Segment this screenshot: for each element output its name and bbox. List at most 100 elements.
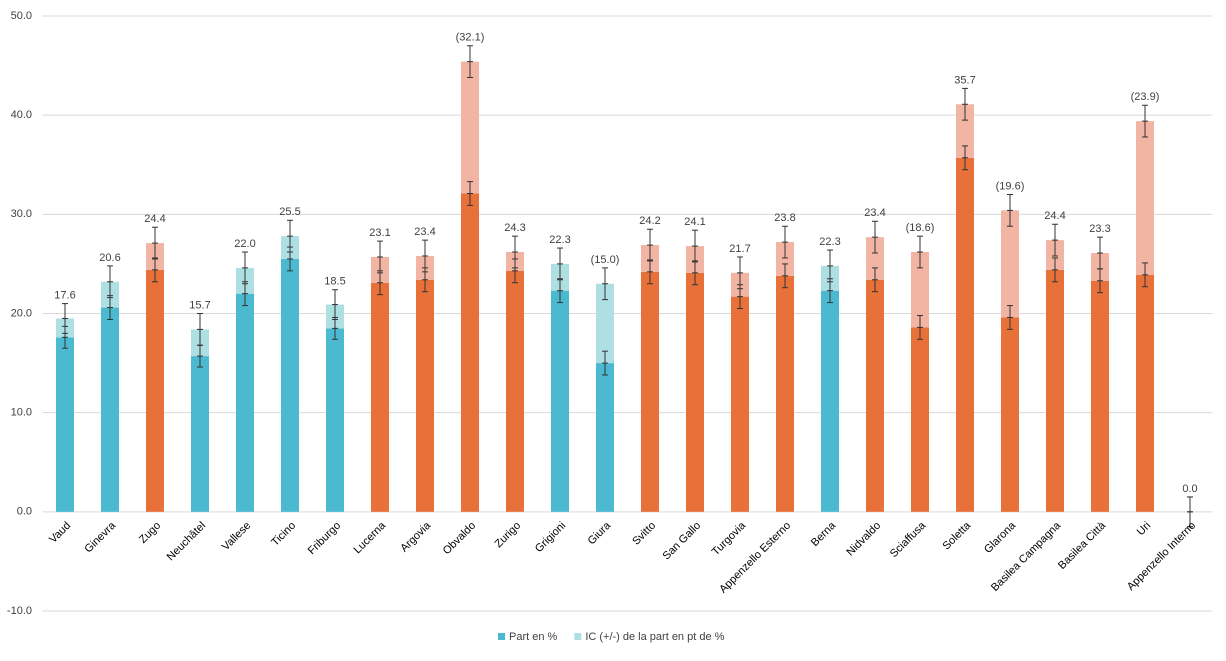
- x-tick-label: Uri: [1135, 520, 1153, 538]
- error-bar: [422, 239, 428, 273]
- x-tick-label: Obvaldo: [441, 520, 478, 557]
- error-bar: [62, 303, 68, 334]
- data-label: 20.6: [99, 252, 120, 264]
- error-bar: [602, 350, 608, 376]
- error-bar: [602, 267, 608, 301]
- data-label: 22.3: [549, 234, 570, 246]
- error-bar: [512, 235, 518, 269]
- data-label: 22.3: [819, 236, 840, 248]
- error-bar: [242, 281, 248, 307]
- ic-segment: [956, 104, 974, 158]
- data-label: 0.0: [1182, 483, 1197, 495]
- bar: [371, 282, 389, 512]
- error-bar: [152, 226, 158, 260]
- bar: [911, 327, 929, 512]
- data-label: (18.6): [906, 222, 935, 234]
- ic-segment: [1136, 121, 1154, 275]
- data-label: (19.6): [996, 180, 1025, 192]
- data-label: (23.9): [1131, 91, 1160, 103]
- data-label: 25.5: [279, 206, 300, 218]
- error-bar: [107, 265, 113, 299]
- error-bar: [197, 313, 203, 346]
- error-bar: [827, 278, 833, 304]
- legend-swatch: [498, 633, 505, 640]
- ic-segment: [461, 61, 479, 194]
- x-tick-label: Ticino: [269, 520, 298, 549]
- bar: [821, 290, 839, 512]
- x-tick-label: Vallese: [220, 520, 253, 553]
- x-tick-label: Giura: [586, 519, 614, 547]
- data-label: 23.1: [369, 227, 390, 239]
- error-bar: [107, 295, 113, 320]
- data-label: 24.2: [639, 215, 660, 227]
- data-label: 23.3: [1089, 223, 1110, 235]
- y-tick-label: 10.0: [11, 407, 32, 419]
- bar: [551, 290, 569, 512]
- bar: [326, 328, 344, 512]
- data-label: 15.7: [189, 299, 210, 311]
- x-tick-label: Vaud: [47, 520, 73, 546]
- bar: [281, 258, 299, 512]
- x-tick-label: Glarona: [982, 519, 1019, 556]
- error-bar: [467, 181, 473, 206]
- data-label: 23.8: [774, 212, 795, 224]
- bar: [236, 293, 254, 512]
- ic-segment: [911, 252, 929, 328]
- error-bar: [242, 251, 248, 285]
- error-bar: [737, 256, 743, 290]
- x-tick-label: Basilea Città: [1056, 519, 1109, 572]
- x-tick-label: Neuchâtel: [165, 520, 209, 564]
- legend-label: Part en %: [509, 631, 558, 643]
- y-tick-label: 20.0: [11, 307, 32, 319]
- bar: [416, 279, 434, 512]
- bar: [596, 363, 614, 512]
- data-label: (32.1): [456, 32, 485, 44]
- bar: [101, 307, 119, 512]
- error-bar: [872, 267, 878, 293]
- error-bar: [872, 220, 878, 254]
- bar: [776, 275, 794, 512]
- error-bar: [467, 45, 473, 78]
- x-tick-label: Berna: [809, 519, 839, 549]
- error-bar: [917, 235, 923, 269]
- bar: [191, 356, 209, 512]
- error-bar: [1097, 236, 1103, 270]
- y-tick-label: 40.0: [11, 109, 32, 121]
- ic-segment: [866, 237, 884, 280]
- data-label: 23.4: [864, 207, 885, 219]
- x-tick-label: Grigioni: [533, 520, 568, 555]
- error-bar: [962, 87, 968, 121]
- x-tick-label: Turgovia: [710, 519, 749, 558]
- x-tick-label: Ginevra: [82, 519, 118, 555]
- error-bar: [1187, 496, 1193, 528]
- error-bar: [692, 229, 698, 263]
- data-label: 24.4: [1044, 210, 1065, 222]
- error-bar: [647, 228, 653, 262]
- data-label: 18.5: [324, 276, 345, 288]
- bar: [1091, 280, 1109, 512]
- ic-segment: [1001, 210, 1019, 318]
- x-tick-label: Zugo: [137, 520, 163, 546]
- x-tick-label: Soletta: [940, 519, 973, 552]
- data-label: 23.4: [414, 226, 435, 238]
- data-label: (15.0): [591, 254, 620, 266]
- data-label: 21.7: [729, 243, 750, 255]
- bar: [866, 279, 884, 512]
- data-label: 24.4: [144, 213, 165, 225]
- error-bar: [1007, 194, 1013, 227]
- data-label: 24.3: [504, 222, 525, 234]
- bar: [731, 296, 749, 512]
- data-label: 24.1: [684, 216, 705, 228]
- bar: [146, 269, 164, 512]
- error-bar: [377, 270, 383, 296]
- error-bar: [1052, 257, 1058, 283]
- data-label: 17.6: [54, 289, 75, 301]
- error-bar: [782, 263, 788, 289]
- bar: [1136, 274, 1154, 512]
- x-tick-label: Nidvaldo: [844, 520, 883, 559]
- bar: [1001, 317, 1019, 512]
- bar: [461, 193, 479, 512]
- error-bar: [1007, 305, 1013, 330]
- x-tick-label: Zurigo: [493, 520, 524, 551]
